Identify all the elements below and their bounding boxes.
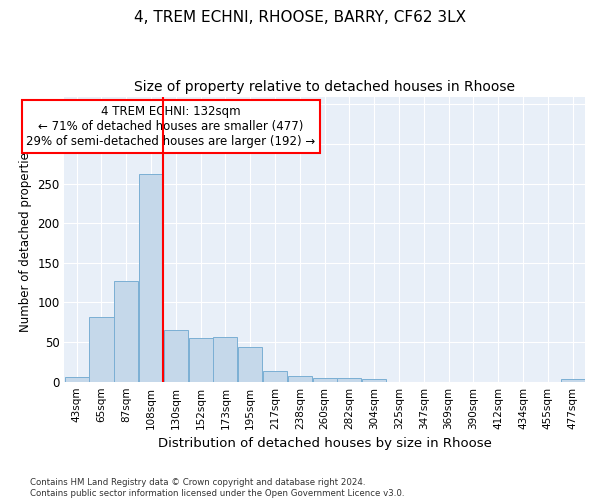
Bar [114,281,139,382]
Bar [560,380,584,382]
Bar [288,376,312,382]
Text: 4 TREM ECHNI: 132sqm
← 71% of detached houses are smaller (477)
29% of semi-deta: 4 TREM ECHNI: 132sqm ← 71% of detached h… [26,105,316,148]
Bar [65,377,89,382]
Bar [214,336,238,382]
Bar [139,174,163,382]
Text: Contains HM Land Registry data © Crown copyright and database right 2024.
Contai: Contains HM Land Registry data © Crown c… [30,478,404,498]
Bar [188,338,212,382]
Bar [263,370,287,382]
Bar [362,380,386,382]
Bar [238,347,262,382]
Text: 4, TREM ECHNI, RHOOSE, BARRY, CF62 3LX: 4, TREM ECHNI, RHOOSE, BARRY, CF62 3LX [134,10,466,25]
Bar [313,378,337,382]
Bar [164,330,188,382]
Bar [89,316,113,382]
X-axis label: Distribution of detached houses by size in Rhoose: Distribution of detached houses by size … [158,437,491,450]
Bar [337,378,361,382]
Y-axis label: Number of detached properties: Number of detached properties [19,146,32,332]
Title: Size of property relative to detached houses in Rhoose: Size of property relative to detached ho… [134,80,515,94]
